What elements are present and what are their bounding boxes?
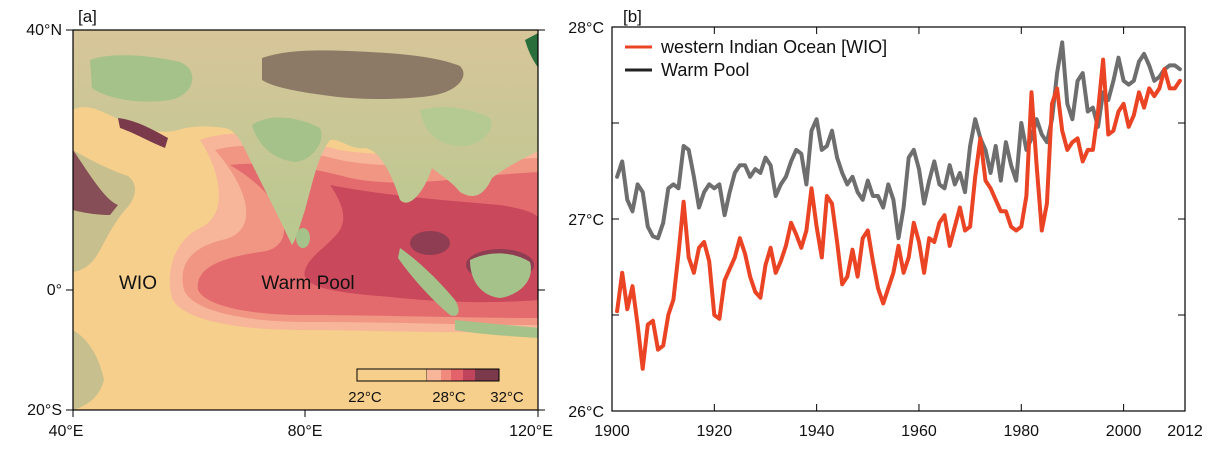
map-xtick-120e: 120°E — [509, 423, 553, 440]
legend: western Indian Ocean [WIO] Warm Pool — [625, 37, 887, 80]
lowland-china — [420, 107, 492, 146]
y-tick-label: 28°C — [568, 20, 604, 37]
y-axis: 26°C 27°C 28°C — [568, 20, 1185, 421]
region-label-warm-pool: Warm Pool — [261, 273, 354, 294]
panel-b-line-chart: [b] 1900 1920 1940 1960 1980 2000 2012 26°C 27°… — [568, 7, 1203, 440]
region-label-wio: WIO — [119, 273, 157, 294]
colorbar-tick-32: 32°C — [490, 389, 524, 406]
x-tick-label: 1980 — [1003, 423, 1039, 440]
series-line-western-indian-ocean-wio — [615, 57, 1182, 371]
lowland-ganges — [252, 117, 322, 162]
colorbar-seg-4 — [451, 369, 463, 381]
map-ytick-20s: 20°S — [27, 402, 62, 419]
x-tick-label: 2000 — [1106, 423, 1142, 440]
x-tick-label: 2012 — [1167, 423, 1203, 440]
legend-label-wio: western Indian Ocean [WIO] — [660, 37, 887, 57]
tibet-plateau — [262, 50, 464, 99]
persian-gulf — [118, 118, 168, 148]
map-ticks — [66, 29, 545, 417]
map-ytick-0: 0° — [47, 282, 62, 299]
map-canvas: WIO Warm Pool 22°C 28°C 32°C — [73, 30, 538, 410]
sri-lanka — [296, 228, 310, 248]
map-ytick-40n: 40°N — [26, 22, 62, 39]
series-line-warm-pool — [615, 40, 1182, 241]
map-xtick-80e: 80°E — [288, 423, 323, 440]
panel-a-map: [a] — [26, 7, 553, 440]
panel-b-label: [b] — [623, 7, 642, 26]
land-indonesia — [398, 33, 538, 338]
colorbar-seg-6 — [475, 369, 499, 381]
colorbar-seg-1 — [356, 368, 428, 382]
map-xtick-40e: 40°E — [49, 423, 84, 440]
panel-a-label: [a] — [78, 7, 97, 26]
y-tick-label: 26°C — [568, 404, 604, 421]
x-tick-label: 1960 — [901, 423, 937, 440]
colorbar-tick-22: 22°C — [348, 389, 382, 406]
colorbar-frame — [356, 368, 500, 382]
y-tick-label: 27°C — [568, 212, 604, 229]
colorbar-seg-3 — [441, 369, 451, 381]
colorbar-seg-5 — [463, 369, 475, 381]
land-africa-arabia — [73, 150, 136, 410]
x-axis: 1900 1920 1940 1960 1980 2000 2012 — [594, 27, 1203, 440]
colorbar-tick-28: 28°C — [432, 389, 466, 406]
legend-label-warm-pool: Warm Pool — [661, 60, 749, 80]
colorbar-seg-2 — [427, 369, 441, 381]
x-tick-label: 1940 — [799, 423, 835, 440]
series-lines — [615, 40, 1182, 371]
lowland-west — [90, 55, 193, 102]
x-tick-label: 1900 — [594, 423, 630, 440]
colorbar: 22°C 28°C 32°C — [348, 368, 524, 406]
land-asia — [73, 30, 538, 245]
x-tick-label: 1920 — [697, 423, 733, 440]
